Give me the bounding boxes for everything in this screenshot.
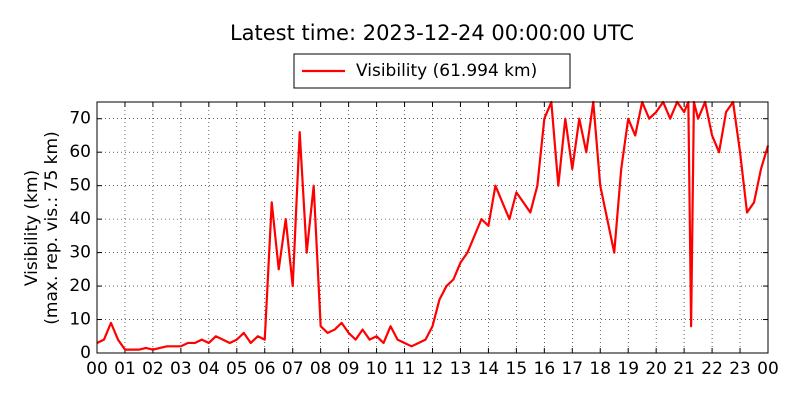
- x-tick-label: 08: [310, 359, 332, 379]
- x-tick-label: 20: [645, 359, 667, 379]
- x-tick-label: 00: [86, 359, 108, 379]
- y-tick-label: 20: [69, 276, 91, 296]
- y-tick-label: 10: [69, 310, 91, 330]
- x-tick-label: 19: [617, 359, 639, 379]
- x-tick-label: 10: [366, 359, 388, 379]
- chart-title: Latest time: 2023-12-24 00:00:00 UTC: [230, 21, 634, 45]
- x-tick-label: 14: [478, 359, 500, 379]
- x-tick-label: 02: [142, 359, 164, 379]
- x-tick-label: 12: [422, 359, 444, 379]
- x-tick-label: 03: [170, 359, 192, 379]
- x-tick-label: 01: [114, 359, 136, 379]
- x-tick-label: 23: [729, 359, 751, 379]
- x-tick-label: 06: [254, 359, 276, 379]
- y-tick-label: 0: [80, 343, 91, 363]
- x-tick-label: 11: [394, 359, 416, 379]
- x-tick-label: 05: [226, 359, 248, 379]
- x-tick-label: 16: [534, 359, 556, 379]
- y-tick-label: 70: [69, 109, 91, 129]
- y-tick-label: 60: [69, 142, 91, 162]
- x-tick-label: 17: [561, 359, 583, 379]
- x-tick-label: 09: [338, 359, 360, 379]
- y-axis-label: Visibility (km): [22, 170, 42, 286]
- legend-label: Visibility (61.994 km): [356, 61, 537, 81]
- x-tick-label: 18: [589, 359, 611, 379]
- x-tick-label: 13: [450, 359, 472, 379]
- x-tick-label: 04: [198, 359, 220, 379]
- x-tick-label: 22: [701, 359, 723, 379]
- y-tick-label: 50: [69, 176, 91, 196]
- x-tick-label: 21: [673, 359, 695, 379]
- data-line: [96, 100, 770, 351]
- y-tick-label: 40: [69, 209, 91, 229]
- x-tick-label: 07: [282, 359, 304, 379]
- y-tick-label: 30: [69, 243, 91, 263]
- y-axis-label: (max. rep. vis.: 75 km): [42, 131, 62, 324]
- x-tick-label: 15: [506, 359, 528, 379]
- plot-frame: [96, 101, 769, 354]
- x-tick-label: 00: [757, 359, 779, 379]
